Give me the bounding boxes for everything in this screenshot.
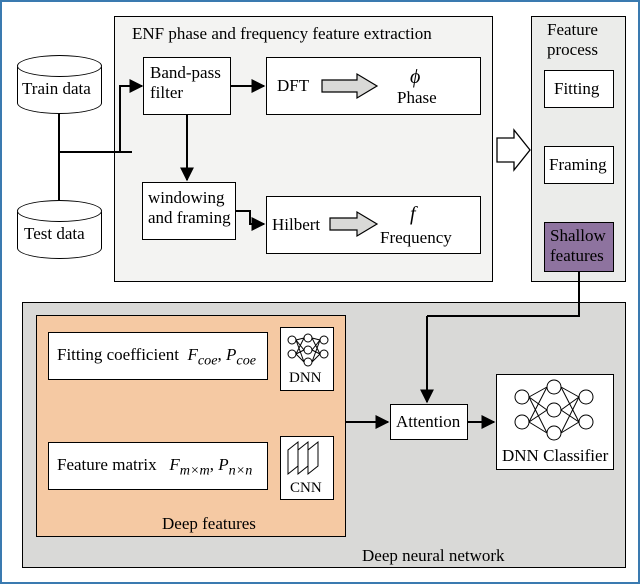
- featmat-Psub: n×n: [229, 462, 253, 478]
- feature-title-text: Feature process: [547, 20, 598, 59]
- featmat-Fsub: m×m: [180, 462, 210, 478]
- fitcoef-P: P: [226, 345, 236, 364]
- featmat-P: P: [218, 455, 228, 474]
- deep-title: Deep features: [162, 514, 256, 534]
- cnn-icon-label: CNN: [290, 480, 322, 497]
- freq-sym: f: [410, 203, 416, 226]
- windowing-label: windowing and framing: [148, 188, 231, 228]
- shallow-label: Shallow features: [550, 226, 606, 266]
- feature-title: Feature process: [547, 20, 598, 60]
- classifier-label: DNN Classifier: [502, 446, 608, 466]
- fitcoef-F: F: [187, 345, 197, 364]
- featmat-label: Feature matrix Fm×m, Pn×n: [57, 455, 252, 479]
- shallow-text: Shallow features: [550, 226, 606, 265]
- attention-label: Attention: [396, 412, 460, 432]
- test-cyl-top: [17, 200, 102, 222]
- dft-label: DFT: [277, 76, 309, 96]
- hilbert-label: Hilbert: [272, 215, 320, 235]
- fitcoef-Psub: coe: [236, 352, 256, 368]
- phase-sym: ϕ: [410, 66, 420, 89]
- phase-label: Phase: [397, 88, 437, 108]
- featmat-F: F: [169, 455, 179, 474]
- train-cyl-top: [17, 55, 102, 77]
- bandpass-text: Band-pass filter: [150, 63, 221, 102]
- test-label: Test data: [24, 224, 85, 244]
- bandpass-label: Band-pass filter: [150, 63, 221, 103]
- featmat-text: Feature matrix: [57, 455, 157, 474]
- train-label: Train data: [22, 79, 91, 99]
- fitcoef-Fsub: coe: [198, 352, 218, 368]
- diagram-canvas: ENF phase and frequency feature extracti…: [0, 0, 640, 584]
- windowing-text: windowing and framing: [148, 188, 231, 227]
- fitcoef-label: Fitting coefficient Fcoe, Pcoe: [57, 345, 256, 369]
- dnn-icon-label: DNN: [289, 370, 322, 387]
- frequency-label: Frequency: [380, 228, 452, 248]
- framing-label: Framing: [549, 155, 607, 175]
- enf-title: ENF phase and frequency feature extracti…: [132, 24, 432, 44]
- fitcoef-text: Fitting coefficient: [57, 345, 179, 364]
- fitting-label: Fitting: [554, 79, 599, 99]
- dnn-panel-title: Deep neural network: [362, 546, 505, 566]
